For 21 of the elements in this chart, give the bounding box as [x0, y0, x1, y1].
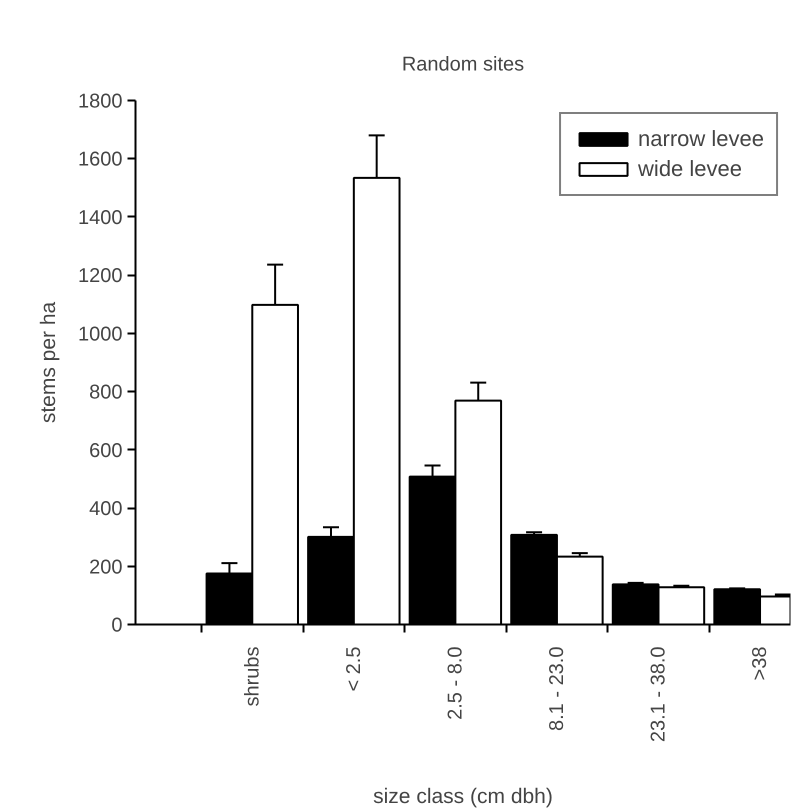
- y-tick-label: 1800: [78, 90, 123, 112]
- y-tick-label: 800: [89, 382, 123, 404]
- y-tick-label: 1600: [78, 148, 123, 171]
- legend-label: narrow levee: [638, 126, 764, 152]
- y-tick-label: 1200: [78, 265, 123, 288]
- y-tick-label: 1400: [78, 206, 123, 229]
- y-tick-label: 400: [89, 498, 123, 520]
- x-tick-label: 2.5 - 8.0: [444, 646, 466, 720]
- x-tick-label: 8.1 - 23.0: [546, 646, 568, 731]
- y-tick-label: 200: [89, 556, 123, 578]
- x-tick-label: >38: [749, 646, 772, 680]
- x-tick-label: shrubs: [241, 646, 264, 707]
- x-tick-label: < 2.5: [342, 646, 365, 692]
- legend-label: wide levee: [638, 156, 742, 182]
- chart-title: Random sites: [402, 54, 524, 76]
- y-tick-label: 1000: [78, 323, 123, 346]
- x-axis-title: size class (cm dbh): [373, 785, 553, 808]
- y-tick-label: 0: [111, 614, 122, 636]
- x-tick-label: 23.1 - 38.0: [647, 646, 670, 742]
- y-axis-title: stems per ha: [37, 301, 60, 424]
- y-tick-label: 600: [89, 440, 123, 462]
